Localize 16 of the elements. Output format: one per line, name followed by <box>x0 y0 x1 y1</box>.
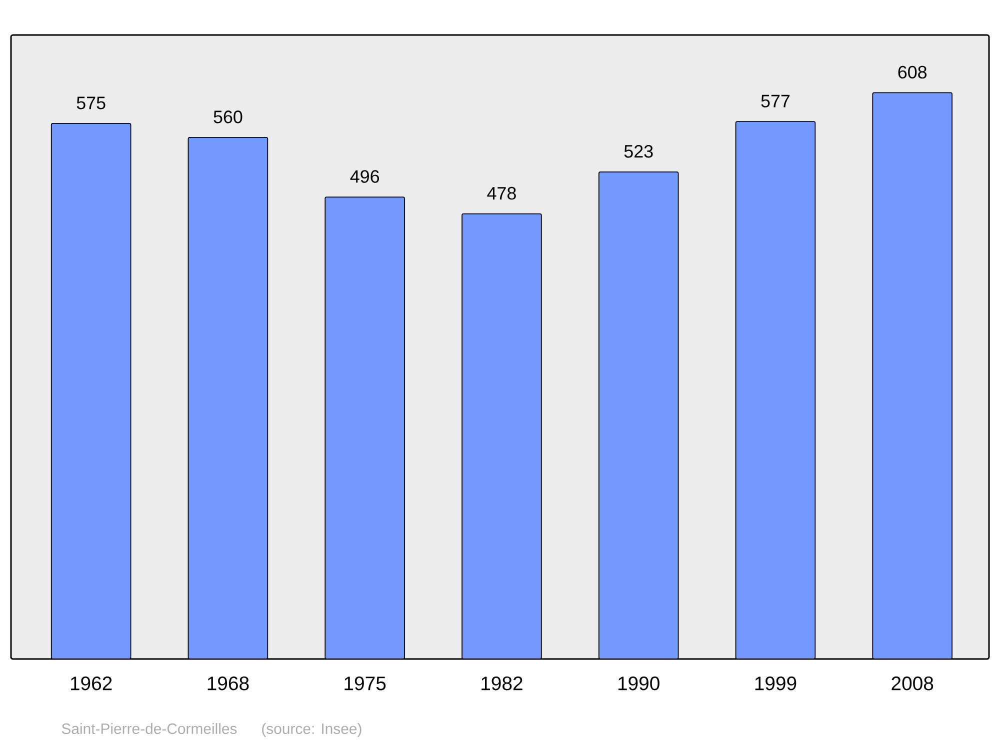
data-label: 560 <box>214 110 242 124</box>
text: (source: Insee) <box>262 723 362 737</box>
data-label: 523 <box>624 145 653 158</box>
x-tick-label: 1982 <box>482 676 522 690</box>
x-tick-label: 2008 <box>892 676 934 690</box>
text: Saint-Pierre-de-Cormeilles <box>62 723 237 734</box>
data-label: 577 <box>761 94 790 108</box>
x-tick-label: 1975 <box>344 676 386 690</box>
x-tick-label: 1968 <box>208 676 249 690</box>
x-tick-label: 1999 <box>755 676 796 690</box>
data-label: 575 <box>76 96 106 110</box>
x-tick-label: 1962 <box>70 676 112 690</box>
data-label: 496 <box>350 170 380 183</box>
data-label: 608 <box>898 66 927 79</box>
data-label: 478 <box>487 186 516 200</box>
x-tick-label: 1990 <box>618 676 660 690</box>
